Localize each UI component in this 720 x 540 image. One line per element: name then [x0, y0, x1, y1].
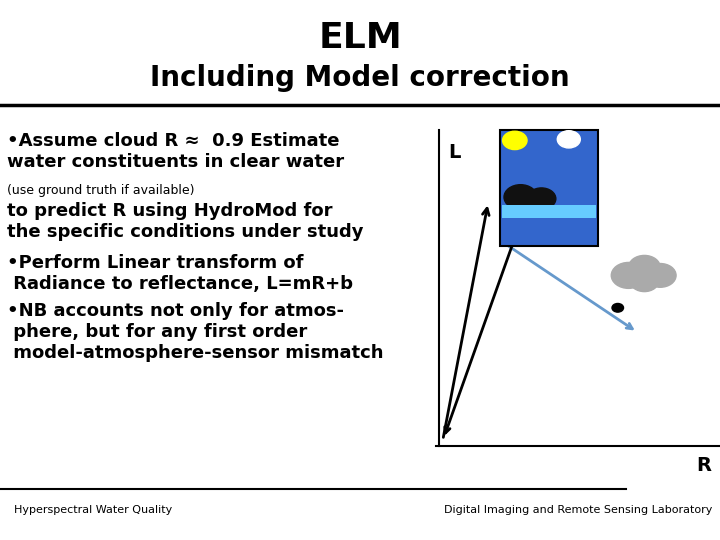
Circle shape [644, 264, 676, 287]
Text: L: L [448, 143, 460, 162]
Text: (use ground truth if available): (use ground truth if available) [7, 184, 194, 197]
Text: to predict R using HydroMod for
the specific conditions under study: to predict R using HydroMod for the spec… [7, 202, 364, 241]
Circle shape [504, 185, 537, 210]
Bar [500, 130, 598, 246]
Circle shape [527, 188, 556, 210]
Circle shape [557, 131, 580, 148]
Text: •Assume cloud R ≈  0.9 Estimate
water constituents in clear water: •Assume cloud R ≈ 0.9 Estimate water con… [7, 132, 344, 171]
Text: Hyperspectral Water Quality: Hyperspectral Water Quality [14, 505, 173, 515]
Bar [502, 205, 596, 218]
Text: R: R [696, 456, 711, 475]
Text: •NB accounts not only for atmos-
 phere, but for any first order
 model-atmosphe: •NB accounts not only for atmos- phere, … [7, 302, 384, 362]
Text: Digital Imaging and Remote Sensing Laboratory: Digital Imaging and Remote Sensing Labor… [444, 505, 713, 515]
Circle shape [503, 131, 527, 150]
Text: •Perform Linear transform of
 Radiance to reflectance, L=mR+b: •Perform Linear transform of Radiance to… [7, 254, 354, 293]
Text: ELM: ELM [318, 21, 402, 55]
Text: Including Model correction: Including Model correction [150, 64, 570, 92]
Circle shape [629, 255, 660, 279]
Circle shape [611, 262, 646, 288]
Circle shape [612, 303, 624, 312]
Circle shape [630, 270, 659, 292]
